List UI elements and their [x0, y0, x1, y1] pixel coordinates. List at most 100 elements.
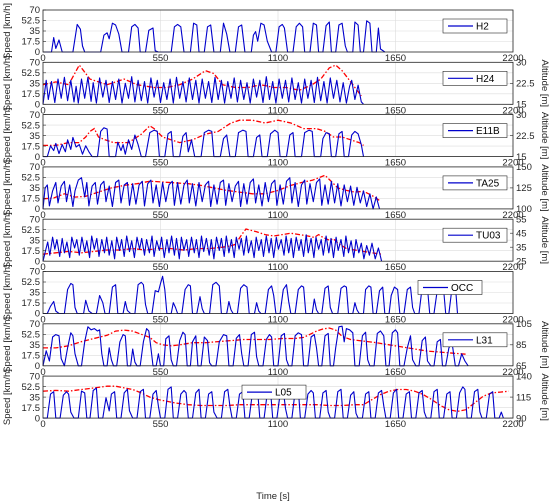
- x-tick-label: 2200: [502, 53, 523, 64]
- alt-tick-label: 22.5: [516, 131, 535, 142]
- y-tick-label: 70: [29, 214, 40, 225]
- x-tick-label: 0: [40, 53, 45, 64]
- alt-tick-label: 15: [516, 100, 527, 111]
- y-tick-label: 17.5: [22, 37, 41, 48]
- x-tick-label: 2200: [502, 158, 523, 169]
- legend-box: [442, 18, 508, 34]
- y-tick-label: 70: [29, 371, 40, 382]
- legend-box: [442, 227, 508, 243]
- y-tick-label: 70: [29, 267, 40, 278]
- speed-axis-label: Speed [km/h]: [2, 3, 13, 59]
- y-tick-label: 35: [29, 392, 40, 403]
- altitude-line: [43, 119, 364, 147]
- speed-axis-label: Speed [km/h]: [2, 265, 13, 321]
- y-tick-label: 17.5: [22, 194, 41, 205]
- x-tick-label: 2200: [502, 210, 523, 221]
- alt-tick-label: 22.5: [516, 79, 535, 90]
- altitude-axis-label: Altitude [m]: [539, 373, 550, 421]
- x-tick-label: 1100: [268, 367, 288, 378]
- y-tick-label: 17.5: [22, 141, 41, 152]
- x-tick-label: 550: [153, 158, 169, 169]
- y-tick-label: 52.5: [22, 382, 41, 393]
- x-tick-label: 550: [153, 367, 169, 378]
- y-tick-label: 17.5: [22, 351, 41, 362]
- speed-axis-label: Speed [km/h]: [2, 108, 13, 164]
- y-tick-label: 52.5: [22, 330, 41, 341]
- speed-axis-label: Speed [km/h]: [2, 369, 13, 425]
- alt-tick-label: 105: [516, 319, 532, 330]
- legend: OCC: [417, 280, 483, 295]
- x-tick-label: 550: [153, 53, 169, 64]
- y-tick-label: 70: [29, 162, 40, 173]
- x-tick-label: 0: [40, 315, 45, 326]
- alt-tick-label: 45: [516, 228, 527, 239]
- x-tick-label: 0: [40, 262, 45, 273]
- alt-tick-label: 25: [516, 256, 527, 267]
- y-tick-label: 0: [35, 204, 40, 215]
- legend: E11B: [442, 123, 508, 138]
- alt-tick-label: 35: [516, 242, 527, 253]
- legend-box: [442, 123, 508, 138]
- x-tick-label: 2200: [502, 367, 523, 378]
- x-tick-label: 550: [153, 210, 169, 221]
- x-tick-label: 2200: [502, 419, 523, 430]
- y-tick-label: 0: [35, 413, 40, 424]
- legend-label: OCC: [451, 283, 473, 294]
- altitude-axis-label: Altitude [m]: [539, 321, 550, 369]
- legend: L31: [442, 332, 508, 348]
- x-tick-label: 1100: [268, 158, 288, 169]
- y-tick-label: 35: [29, 131, 40, 142]
- legend: H24: [442, 71, 508, 86]
- y-tick-label: 35: [29, 79, 40, 90]
- legend-label: TU03: [476, 231, 501, 242]
- x-axis-label: Time [s]: [256, 491, 289, 502]
- legend: H2: [442, 18, 508, 34]
- y-tick-label: 52.5: [22, 225, 41, 236]
- x-tick-label: 1650: [385, 262, 406, 273]
- x-tick-label: 1650: [385, 158, 406, 169]
- y-tick-label: 0: [35, 47, 40, 58]
- x-tick-label: 0: [40, 419, 45, 430]
- x-tick-label: 2200: [502, 262, 523, 273]
- altitude-axis-label: Altitude [m]: [539, 112, 550, 160]
- x-tick-label: 0: [40, 367, 45, 378]
- y-tick-label: 70: [29, 58, 40, 69]
- speed-line: [42, 234, 383, 262]
- alt-tick-label: 100: [516, 204, 532, 215]
- y-tick-label: 0: [35, 256, 40, 267]
- y-tick-label: 52.5: [22, 68, 41, 79]
- y-tick-label: 0: [35, 361, 40, 372]
- x-tick-label: 1100: [268, 210, 288, 221]
- x-tick-label: 1650: [385, 367, 406, 378]
- y-tick-label: 52.5: [22, 16, 41, 27]
- x-tick-label: 1100: [268, 419, 288, 430]
- x-tick-label: 550: [153, 262, 169, 273]
- y-tick-label: 35: [29, 288, 40, 299]
- y-tick-label: 35: [29, 183, 40, 194]
- altitude-line: [42, 174, 380, 202]
- x-tick-label: 0: [40, 158, 45, 169]
- y-tick-label: 70: [29, 5, 40, 16]
- speed-line: [42, 76, 364, 105]
- x-tick-label: 1650: [385, 105, 406, 116]
- x-tick-label: 550: [153, 419, 169, 430]
- alt-tick-label: 115: [516, 392, 531, 403]
- y-tick-label: 17.5: [22, 89, 41, 100]
- x-tick-label: 1650: [385, 419, 406, 430]
- alt-tick-label: 65: [516, 361, 527, 372]
- x-tick-label: 550: [153, 105, 169, 116]
- x-tick-label: 0: [40, 210, 45, 221]
- y-tick-label: 70: [29, 319, 40, 330]
- x-tick-label: 1650: [385, 210, 406, 221]
- y-tick-label: 35: [29, 340, 40, 351]
- y-tick-label: 0: [35, 100, 40, 111]
- alt-tick-label: 85: [516, 340, 527, 351]
- y-tick-label: 35: [29, 26, 40, 37]
